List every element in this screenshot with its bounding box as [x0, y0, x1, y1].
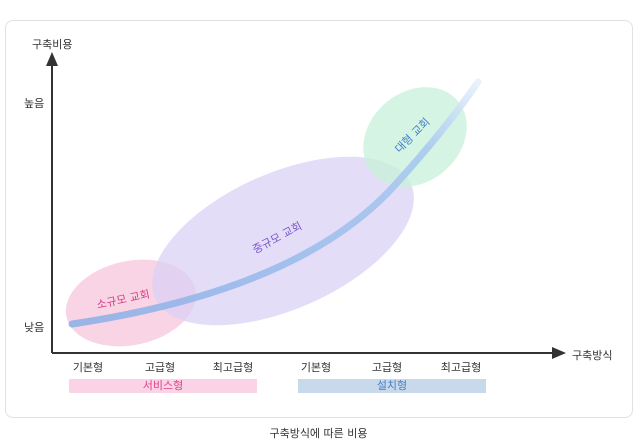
- region-medium-church: [152, 156, 414, 326]
- cost-curve: [68, 78, 482, 328]
- x-axis-arrow: [552, 347, 566, 359]
- y-level-high: 높음: [24, 97, 45, 110]
- x-tick-service-advanced: 고급형: [144, 361, 176, 374]
- x-tick-install-premium: 최고급형: [440, 361, 482, 374]
- region-large-church: [363, 87, 467, 187]
- y-level-low: 낮음: [24, 321, 45, 334]
- group-band-service: 서비스형: [69, 379, 257, 393]
- x-tick-install-advanced: 고급형: [371, 361, 403, 374]
- figure-caption: 구축방식에 따른 비용: [269, 427, 368, 440]
- y-axis-title: 구축비용: [32, 38, 73, 51]
- y-axis-arrow: [46, 52, 58, 66]
- x-tick-service-premium: 최고급형: [212, 361, 254, 374]
- x-tick-install-basic: 기본형: [300, 361, 332, 374]
- x-axis-title: 구축방식: [572, 349, 613, 362]
- group-band-install: 설치형: [298, 379, 486, 393]
- x-tick-service-basic: 기본형: [72, 361, 104, 374]
